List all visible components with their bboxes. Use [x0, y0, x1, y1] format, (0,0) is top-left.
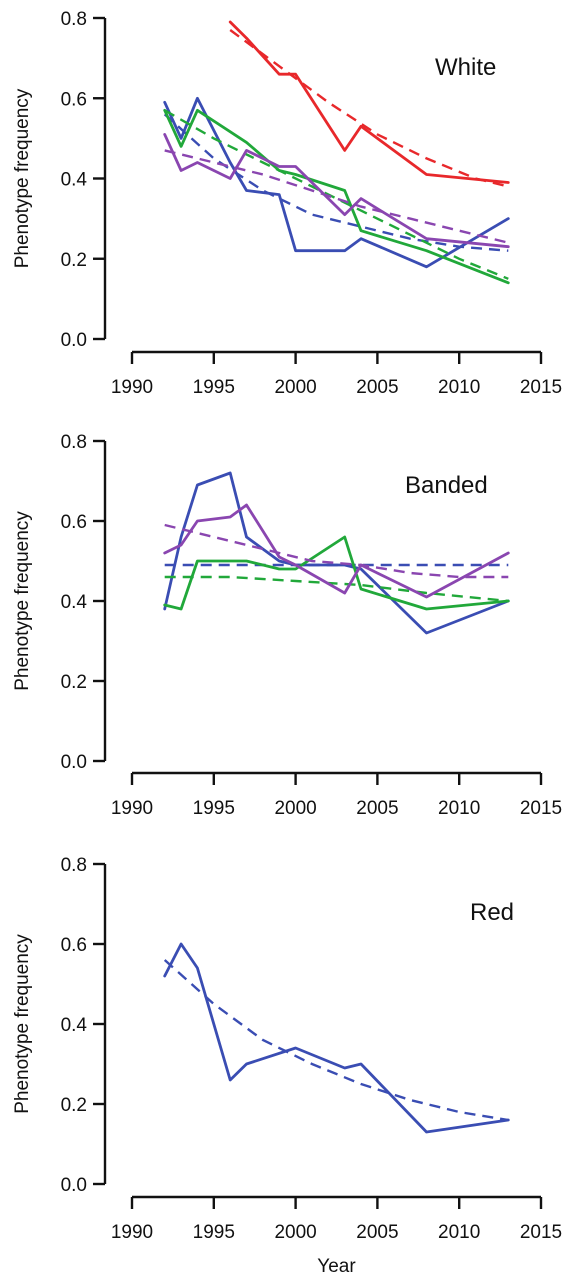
white-series-4-line	[163, 108, 510, 285]
white-x-tick-label: 2000	[274, 377, 316, 398]
banded-y-axis-title: Phenotype frequency	[12, 511, 33, 691]
white-panel: 0.0 0.2 0.4 0.6 0.8 1990 1995 2000 2005 2010 2015 P…	[12, 9, 562, 398]
red-series-0-line	[163, 942, 510, 1134]
banded-x-tick-label: 2000	[274, 798, 316, 819]
white-y-tick-label: 0.2	[61, 250, 87, 271]
banded-x-tick-label: 2010	[438, 798, 480, 819]
banded-x-tick-label: 2005	[356, 798, 398, 819]
red-x-tick-label: 2000	[274, 1222, 316, 1243]
banded-y-tick-label: 0.8	[61, 432, 87, 453]
white-x-tick-label: 2010	[438, 377, 480, 398]
white-series-0-line	[228, 20, 510, 184]
red-x-tick-label: 2015	[520, 1222, 562, 1243]
red-x-tick-label: 1995	[193, 1222, 235, 1243]
banded-panel: 0.0 0.2 0.4 0.6 0.8 1990 1995 2000 2005 2010 2015 P…	[12, 432, 562, 819]
red-y-tick-label: 0.0	[61, 1175, 87, 1196]
red-y-tick-label: 0.6	[61, 935, 87, 956]
red-x-tick-label: 2010	[438, 1222, 480, 1243]
white-y-tick-label: 0.8	[61, 9, 87, 30]
banded-series-2-line	[163, 535, 510, 611]
white-x-tick-label: 1995	[193, 377, 235, 398]
red-y-axis-title: Phenotype frequency	[12, 934, 33, 1114]
white-series-6-line	[163, 132, 510, 249]
banded-series-5-trend-line	[164, 523, 509, 579]
white-x-tick-label: 1990	[111, 377, 153, 398]
white-y-tick-label: 0.0	[61, 330, 87, 351]
red-x-axis-title: Year	[317, 1256, 356, 1277]
red-x-tick-label: 1990	[111, 1222, 153, 1243]
red-y-tick-label: 0.4	[61, 1015, 88, 1036]
banded-x-tick-label: 2015	[520, 798, 562, 819]
banded-y-tick-label: 0.4	[61, 592, 88, 613]
white-panel-label: White	[435, 54, 496, 81]
white-x-tick-label: 2015	[520, 377, 562, 398]
banded-series-0-line	[163, 471, 510, 635]
red-x-tick-label: 2005	[356, 1222, 398, 1243]
red-panel: 0.0 0.2 0.4 0.6 0.8 1990 1995 2000 2005 2010 2015 P…	[12, 855, 562, 1277]
banded-x-tick-label: 1995	[193, 798, 235, 819]
white-series-1-trend-line	[229, 29, 509, 188]
white-y-tick-label: 0.6	[61, 89, 87, 110]
banded-y-tick-label: 0.6	[61, 512, 87, 533]
red-y-tick-label: 0.8	[61, 855, 87, 876]
red-series-1-trend-line	[163, 959, 509, 1122]
white-series-7-trend-line	[164, 149, 509, 244]
white-y-tick-label: 0.4	[61, 170, 88, 191]
red-y-tick-label: 0.2	[61, 1095, 87, 1116]
banded-series-4-line	[163, 503, 510, 599]
banded-y-tick-label: 0.2	[61, 672, 87, 693]
white-y-axis-title: Phenotype frequency	[12, 88, 33, 268]
white-series-2-line	[163, 96, 510, 269]
banded-panel-label: Banded	[405, 472, 488, 499]
red-panel-label: Red	[470, 899, 514, 926]
white-x-tick-label: 2005	[356, 377, 398, 398]
banded-x-tick-label: 1990	[111, 798, 153, 819]
banded-y-tick-label: 0.0	[61, 752, 87, 773]
